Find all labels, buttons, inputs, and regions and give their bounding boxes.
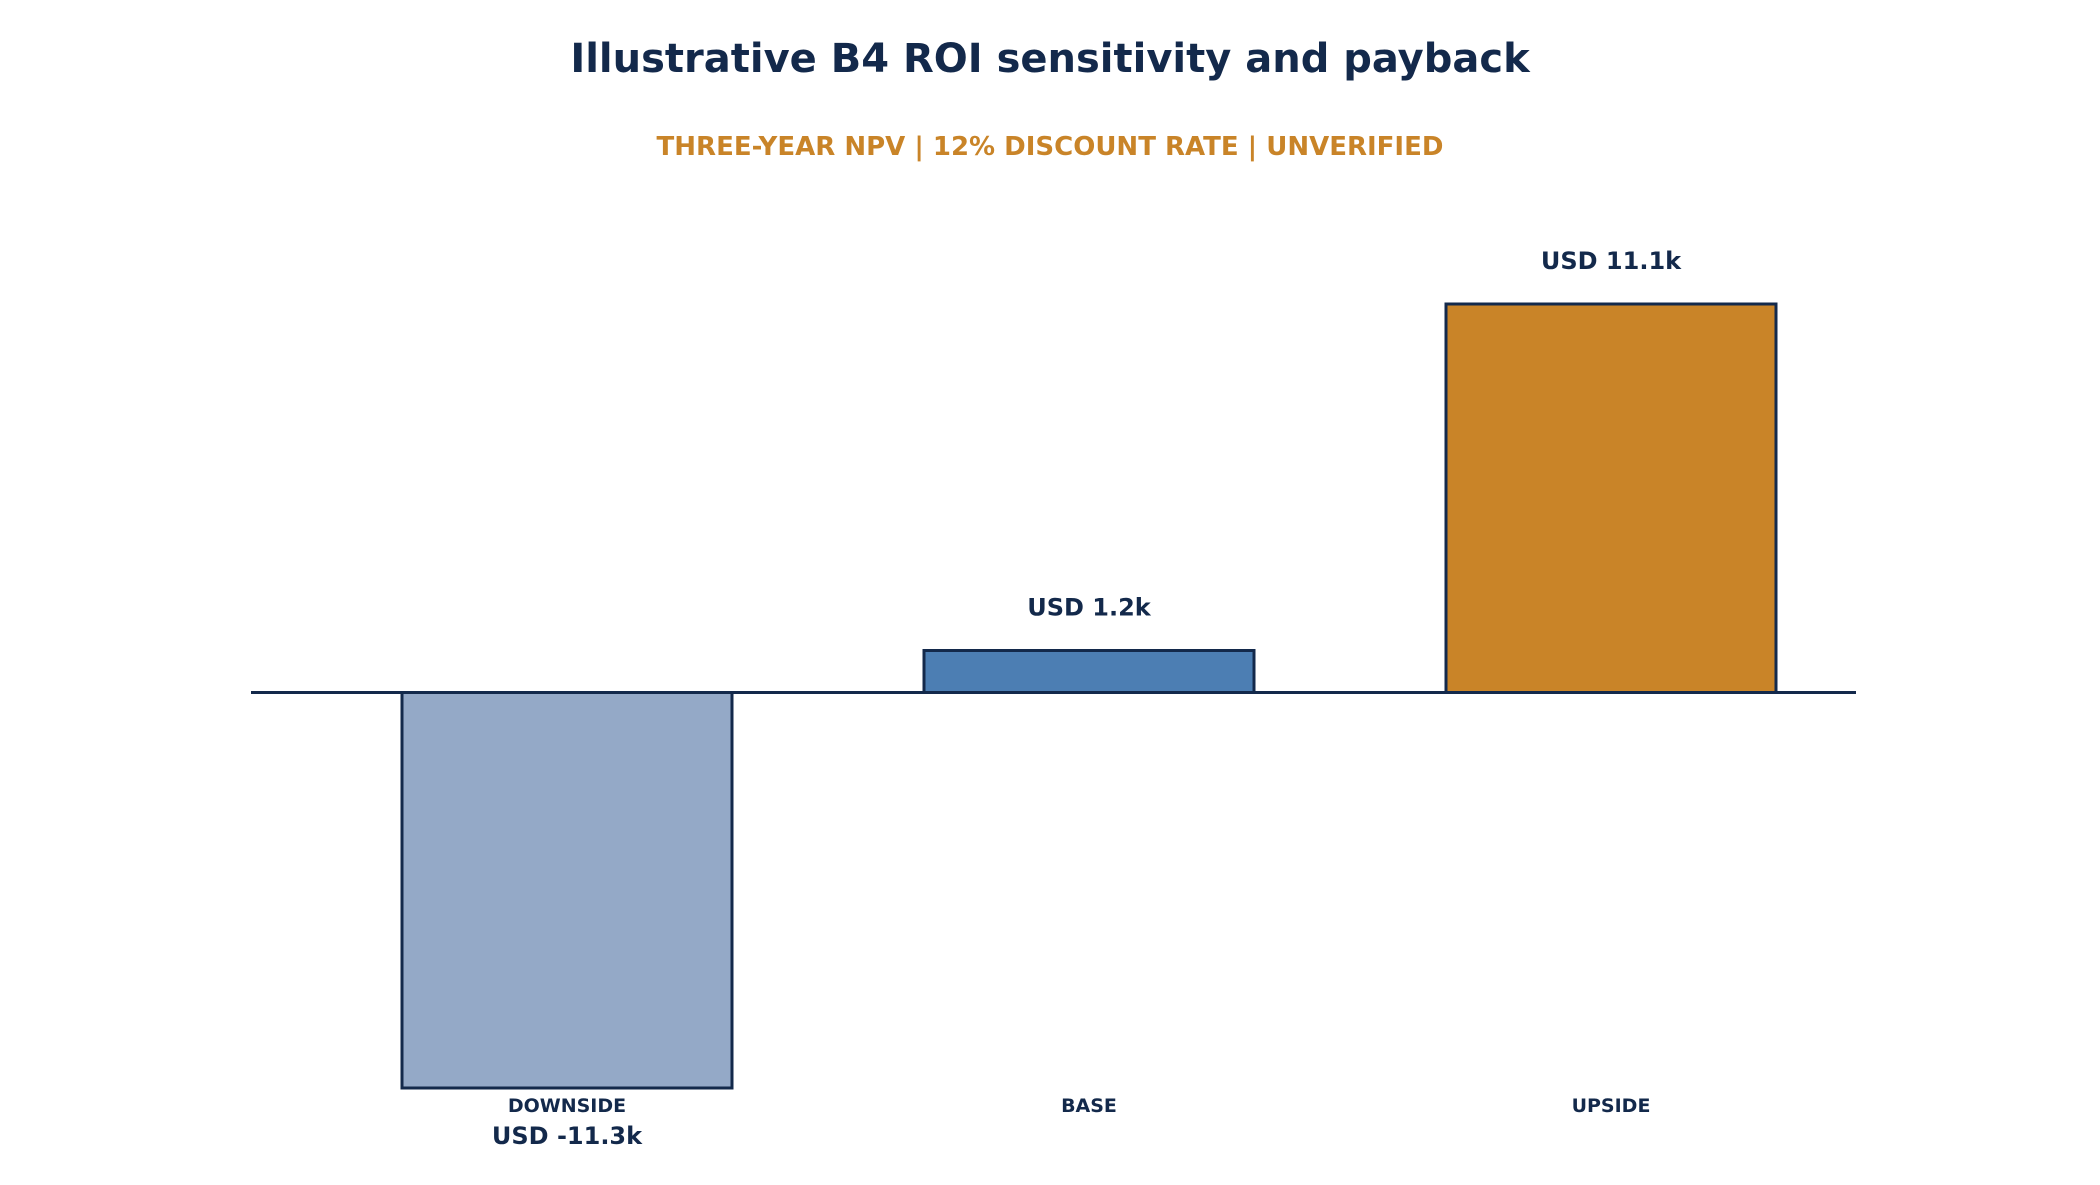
value-label-downside: USD -11.3k (492, 1122, 643, 1150)
category-label-upside: UPSIDE (1572, 1095, 1651, 1117)
labels-layer: DOWNSIDE USD -11.3k BASE USD 1.2k UPSIDE USD … (492, 247, 1682, 1150)
bar-base (922, 649, 1256, 694)
category-label-downside: DOWNSIDE (508, 1095, 626, 1117)
bar-upside (1444, 302, 1778, 694)
chart-subtitle: THREE-YEAR NPV | 12% DISCOUNT RATE | UNV… (657, 132, 1444, 162)
value-label-base: USD 1.2k (1027, 594, 1152, 622)
bar-downside (400, 691, 734, 1090)
chart-title: Illustrative B4 ROI sensitivity and payb… (570, 36, 1531, 82)
value-label-upside: USD 11.1k (1541, 247, 1682, 275)
category-label-base: BASE (1061, 1095, 1117, 1117)
bars-layer (400, 302, 1778, 1090)
